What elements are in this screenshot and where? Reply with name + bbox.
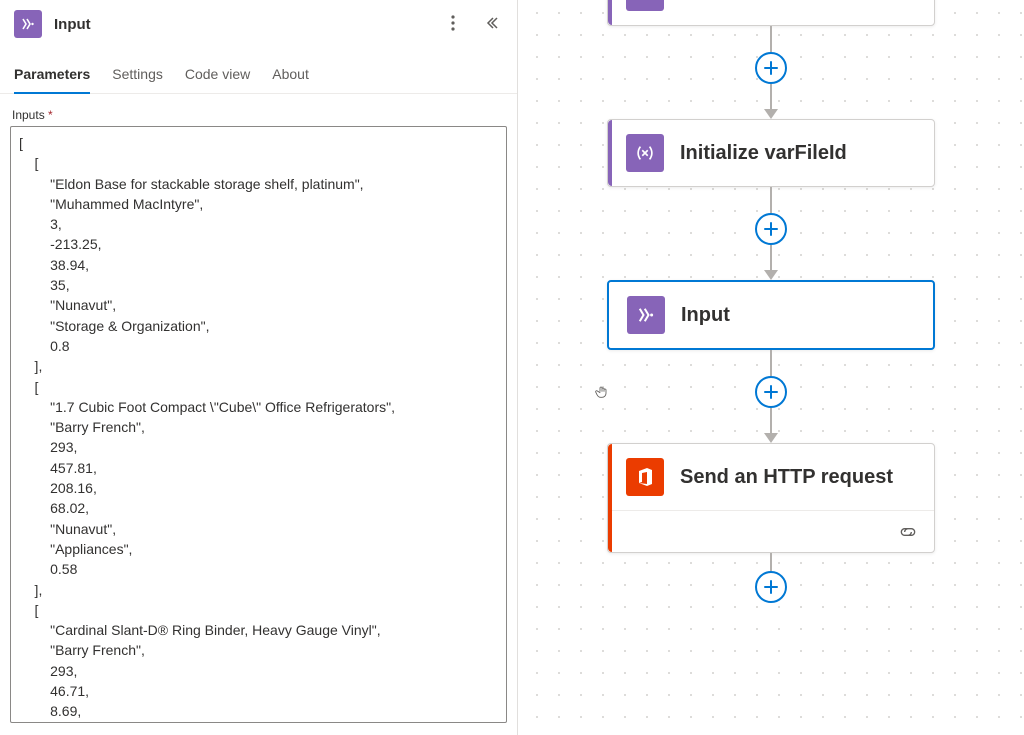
panel-header: Input (0, 0, 517, 48)
arrow-down-icon (764, 270, 778, 280)
node-accent (608, 444, 612, 552)
flow-node-http[interactable]: Send an HTTP request (607, 443, 935, 553)
tab-bar: Parameters Settings Code view About (0, 48, 517, 94)
node-accent (608, 120, 612, 186)
properties-panel: Input Parameters Settings Code view Abou… (0, 0, 518, 735)
panel-title: Input (54, 16, 435, 33)
link-icon (898, 525, 918, 539)
flow-connector (755, 553, 787, 603)
variable-icon (626, 0, 664, 11)
tab-settings[interactable]: Settings (112, 66, 163, 94)
node-header: Input (609, 282, 933, 348)
flow-connector (755, 26, 787, 119)
node-header: Initialize varFileId (608, 120, 934, 186)
flow-column: Initialize varDriveId Initialize varFileI… (518, 0, 1024, 603)
node-label: Send an HTTP request (680, 466, 893, 489)
flow-connector (755, 350, 787, 443)
flow-canvas[interactable]: Initialize varDriveId Initialize varFileI… (518, 0, 1024, 735)
node-footer (608, 510, 934, 552)
arrow-down-icon (764, 109, 778, 119)
arrow-down-icon (764, 433, 778, 443)
flow-node-init-fileid[interactable]: Initialize varFileId (607, 119, 935, 187)
office-icon (626, 458, 664, 496)
variable-icon (626, 134, 664, 172)
collapse-panel-icon[interactable] (471, 12, 503, 37)
compose-icon (14, 10, 42, 38)
required-indicator: * (48, 108, 53, 122)
add-step-button[interactable] (755, 213, 787, 245)
add-step-button[interactable] (755, 376, 787, 408)
node-label: Initialize varDriveId (680, 0, 862, 4)
node-accent (608, 0, 612, 25)
more-menu-icon[interactable] (447, 11, 459, 38)
node-accent (609, 282, 613, 348)
add-step-button[interactable] (755, 52, 787, 84)
tab-code-view[interactable]: Code view (185, 66, 250, 94)
add-step-button[interactable] (755, 571, 787, 603)
node-label: Initialize varFileId (680, 142, 847, 165)
compose-icon (627, 296, 665, 334)
flow-node-input[interactable]: Input (607, 280, 935, 350)
inputs-field-label: Inputs * (0, 94, 517, 126)
field-label-text: Inputs (12, 108, 45, 122)
tab-parameters[interactable]: Parameters (14, 66, 90, 94)
node-header: Send an HTTP request (608, 444, 934, 510)
flow-node-init-driveid[interactable]: Initialize varDriveId (607, 0, 935, 26)
node-label: Input (681, 304, 730, 327)
flow-connector (755, 187, 787, 280)
tab-about[interactable]: About (272, 66, 309, 94)
inputs-textarea[interactable]: [ [ "Eldon Base for stackable storage sh… (10, 126, 507, 723)
node-header: Initialize varDriveId (608, 0, 934, 25)
